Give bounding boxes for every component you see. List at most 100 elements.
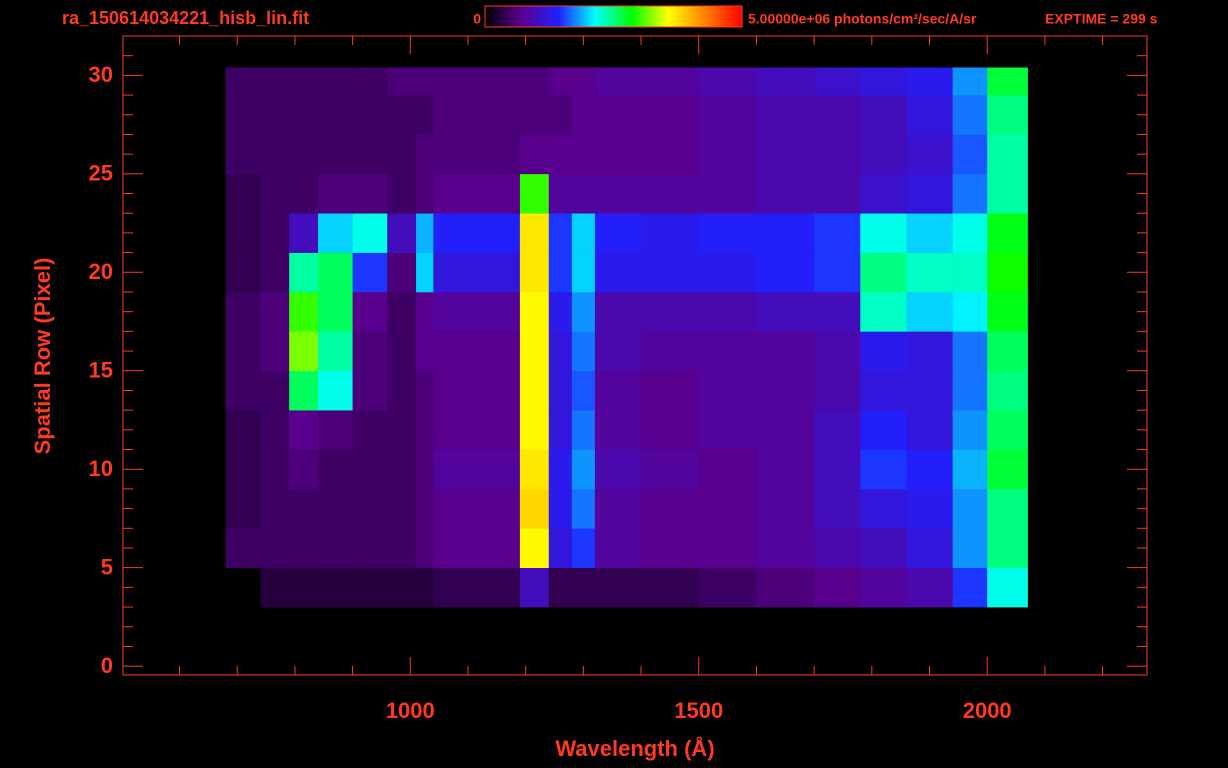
heat-cell (860, 134, 907, 175)
heat-cell (416, 252, 434, 293)
heat-cell (594, 252, 642, 293)
heat-cell (548, 67, 573, 96)
heat-cell (571, 252, 596, 293)
heat-cell (641, 95, 700, 135)
heat-cell (519, 488, 550, 529)
heat-cell (698, 291, 757, 332)
heat-cell (387, 95, 417, 135)
heat-cell (814, 213, 861, 253)
heat-cell (387, 567, 417, 608)
heat-cell (519, 67, 550, 96)
heat-cell (519, 95, 550, 135)
heat-cell (641, 410, 700, 450)
heat-cell (952, 213, 988, 253)
heat-cell (594, 291, 642, 332)
heat-cell (906, 331, 953, 372)
heat-cell (433, 449, 521, 490)
heat-cell (698, 370, 757, 411)
heat-cell (387, 449, 417, 490)
heat-cell (519, 331, 550, 372)
heat-cell (814, 67, 861, 96)
heat-cell (289, 567, 319, 608)
heat-cell (756, 567, 815, 608)
heat-cell (756, 134, 815, 175)
heat-cell (387, 528, 417, 568)
heat-cell (641, 67, 700, 96)
heat-cell (433, 173, 521, 214)
heat-cell (548, 449, 573, 490)
heat-cell (548, 95, 573, 135)
heat-cell (698, 331, 757, 372)
heat-cell (987, 449, 1028, 490)
heat-cell (571, 370, 596, 411)
heat-cell (952, 567, 988, 608)
heat-cell (317, 134, 353, 175)
heat-cell (860, 370, 907, 411)
heat-cell (433, 528, 521, 568)
heat-cell (548, 410, 573, 450)
heat-cell (641, 528, 700, 568)
heat-cell (906, 370, 953, 411)
heat-cell (987, 67, 1028, 96)
heat-cell (289, 134, 319, 175)
heat-cell (317, 528, 353, 568)
heat-cell (571, 449, 596, 490)
heat-cell (317, 410, 353, 450)
heat-cell (906, 252, 953, 293)
heat-cell (698, 252, 757, 293)
heat-cell (594, 331, 642, 372)
y-tick-label: 0 (101, 653, 113, 678)
heat-cell (641, 488, 700, 529)
heat-cell (571, 410, 596, 450)
heat-cell (352, 291, 388, 332)
heat-cell (387, 370, 417, 411)
heat-cell (260, 331, 290, 372)
y-tick-label: 15 (89, 358, 113, 383)
heat-cell (519, 252, 550, 293)
heat-cell (952, 67, 988, 96)
heat-cell (987, 370, 1028, 411)
heat-cell (416, 449, 434, 490)
heat-cell (433, 95, 521, 135)
heat-cell (860, 291, 907, 332)
heat-cell (387, 410, 417, 450)
heat-cell (698, 67, 757, 96)
heat-cell (225, 252, 261, 293)
heat-cell (698, 528, 757, 568)
heat-cell (641, 291, 700, 332)
heat-cell (548, 213, 573, 253)
y-axis-label: Spatial Row (Pixel) (30, 258, 55, 455)
heat-cell (571, 67, 596, 96)
heat-cell (433, 331, 521, 372)
heat-cell (519, 370, 550, 411)
heat-cell (698, 134, 757, 175)
heat-cell (594, 173, 642, 214)
heat-cell (860, 528, 907, 568)
heat-cell (987, 173, 1028, 214)
heat-cell (387, 252, 417, 293)
heat-cell (225, 173, 261, 214)
heat-cell (352, 173, 388, 214)
heat-cell (387, 331, 417, 372)
colorbar-label: 0 (473, 11, 481, 27)
heat-cell (289, 331, 319, 372)
heat-cell (352, 528, 388, 568)
y-tick-label: 5 (101, 554, 113, 579)
heat-cell (225, 213, 261, 253)
heat-cell (814, 134, 861, 175)
heat-cell (756, 95, 815, 135)
heat-cell (433, 567, 521, 608)
heat-cell (317, 173, 353, 214)
heat-cell (387, 291, 417, 332)
heat-cell (519, 134, 550, 175)
heat-cell (260, 449, 290, 490)
heat-cell (594, 488, 642, 529)
heat-cell (756, 410, 815, 450)
heat-cell (756, 67, 815, 96)
heat-cell (225, 528, 261, 568)
heat-cell (387, 134, 417, 175)
heat-cell (641, 449, 700, 490)
heat-cell (814, 173, 861, 214)
heat-cell (756, 488, 815, 529)
